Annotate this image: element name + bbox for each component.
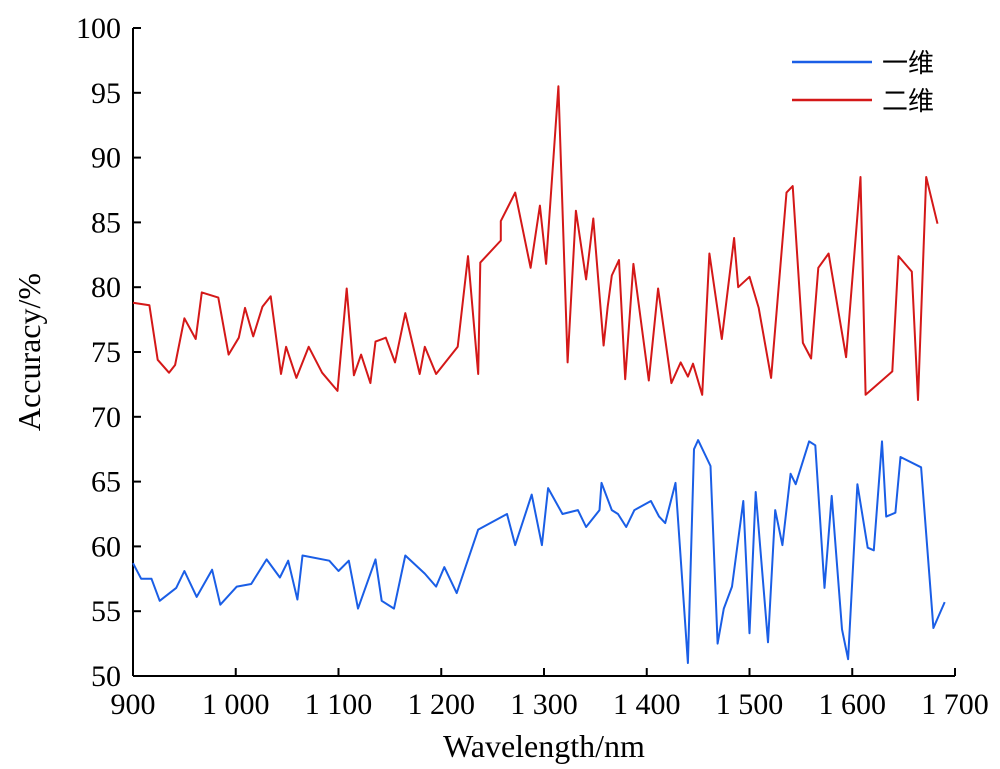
x-tick-label: 1 500 <box>716 688 784 721</box>
x-tick-label: 1 400 <box>613 688 681 721</box>
x-tick-label: 1 200 <box>408 688 476 721</box>
y-tick-label: 80 <box>91 271 121 304</box>
legend-label: 二维 <box>882 87 934 117</box>
y-tick-label: 90 <box>91 142 121 175</box>
y-tick-label: 60 <box>91 530 121 563</box>
y-tick-label: 65 <box>91 466 121 499</box>
series-layer <box>132 85 946 664</box>
x-tick-label: 1 700 <box>921 688 989 721</box>
y-ticks: 50 55 60 65 70 75 80 85 90 95 100 <box>76 12 141 693</box>
y-tick-label: 95 <box>91 77 121 110</box>
x-ticks: 900 1 000 1 100 1 200 1 300 1 400 1 500 1 600 1 … <box>111 668 989 721</box>
x-tick-label: 1 600 <box>819 688 887 721</box>
y-tick-label: 75 <box>91 336 121 369</box>
y-axis-title: Accuracy/% <box>11 273 47 431</box>
x-tick-label: 900 <box>111 688 156 721</box>
axes: 900 1 000 1 100 1 200 1 300 1 400 1 500 1 600 1 … <box>76 12 989 721</box>
y-tick-label: 55 <box>91 595 121 628</box>
y-tick-label: 50 <box>91 660 121 693</box>
x-axis-title: Wavelength/nm <box>443 728 645 764</box>
x-tick-label: 1 300 <box>510 688 578 721</box>
y-tick-label: 70 <box>91 401 121 434</box>
x-tick-label: 1 100 <box>305 688 373 721</box>
y-tick-label: 100 <box>76 12 121 45</box>
y-tick-label: 85 <box>91 206 121 239</box>
series-line-2 <box>132 85 939 401</box>
x-tick-label: 1 000 <box>202 688 270 721</box>
legend-label: 一维 <box>882 49 934 79</box>
series-line-1 <box>132 439 946 664</box>
